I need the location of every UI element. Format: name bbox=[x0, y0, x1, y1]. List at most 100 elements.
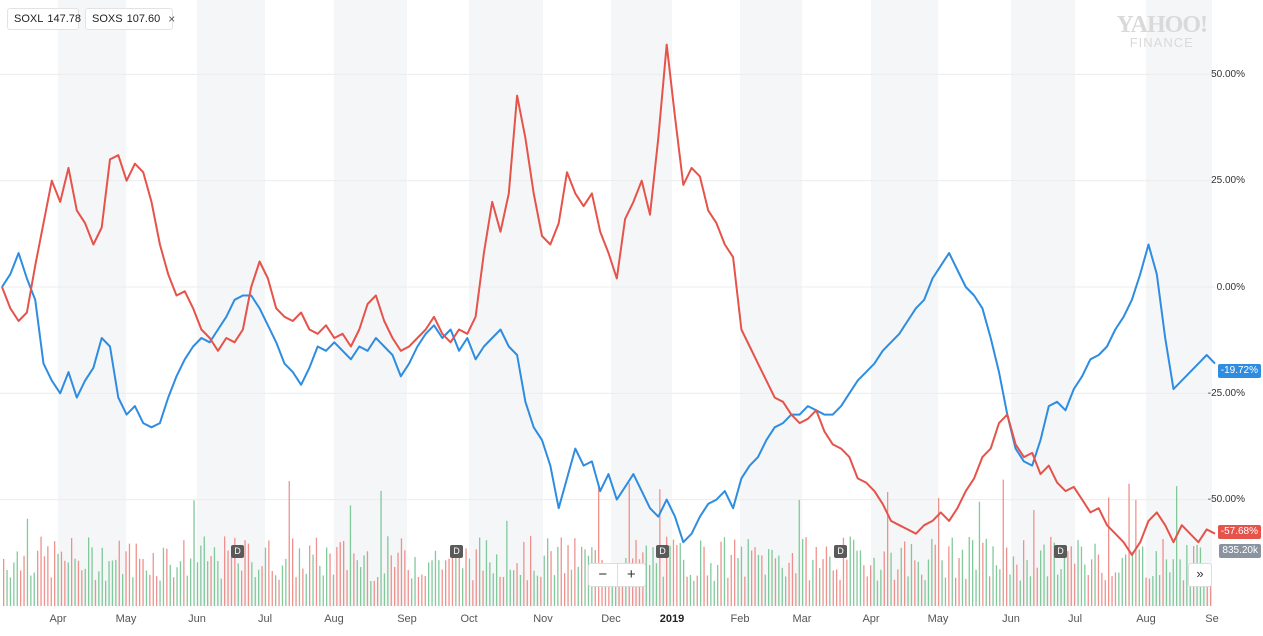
volume-bar bbox=[693, 580, 695, 606]
month-band bbox=[740, 0, 802, 606]
volume-bar bbox=[339, 542, 341, 606]
volume-bar bbox=[931, 538, 933, 606]
volume-bar bbox=[173, 577, 175, 606]
volume-bar bbox=[856, 550, 858, 606]
volume-bar bbox=[1009, 574, 1011, 606]
volume-bar bbox=[234, 537, 236, 606]
volume-bar bbox=[462, 568, 464, 606]
dividend-marker[interactable]: D bbox=[1054, 545, 1067, 558]
volume-bar bbox=[730, 554, 732, 606]
volume-bar bbox=[890, 552, 892, 606]
dividend-marker[interactable]: D bbox=[656, 545, 669, 558]
volume-bar bbox=[815, 546, 817, 606]
volume-bar bbox=[1050, 536, 1052, 606]
volume-bar bbox=[390, 555, 392, 606]
volume-bar bbox=[761, 555, 763, 606]
zoom-in-button[interactable]: + bbox=[626, 566, 636, 583]
x-tick-label: Jun bbox=[1002, 613, 1020, 625]
volume-bar bbox=[94, 579, 97, 606]
volume-bar bbox=[264, 547, 267, 606]
volume-bar bbox=[608, 570, 610, 606]
volume-bar bbox=[955, 577, 957, 606]
volume-bar bbox=[285, 558, 287, 606]
volume-bar bbox=[88, 537, 90, 606]
volume-bar bbox=[288, 481, 290, 606]
volume-last-value-tag: 835.20k bbox=[1219, 544, 1261, 558]
volume-bar bbox=[938, 498, 940, 606]
volume-bar bbox=[207, 561, 209, 606]
month-band bbox=[197, 0, 265, 606]
legend-soxl[interactable]: SOXL 147.78 bbox=[7, 8, 81, 30]
volume-bar bbox=[696, 575, 698, 606]
volume-bar bbox=[723, 537, 726, 606]
volume-bar bbox=[98, 571, 100, 606]
volume-bar bbox=[237, 563, 239, 606]
volume-bar bbox=[621, 576, 624, 606]
volume-bar bbox=[1169, 572, 1171, 606]
dividend-marker[interactable]: D bbox=[450, 545, 463, 558]
volume-bar bbox=[1155, 551, 1157, 606]
volume-bar bbox=[564, 573, 566, 606]
volume-bar bbox=[863, 565, 865, 606]
volume-bar bbox=[292, 538, 294, 606]
volume-bar bbox=[1094, 543, 1096, 606]
legend-soxs-value: 107.60 bbox=[126, 13, 161, 25]
zoom-out-button[interactable]: − bbox=[589, 564, 618, 586]
volume-bar bbox=[475, 549, 477, 606]
volume-bar bbox=[132, 577, 134, 606]
volume-bar bbox=[992, 546, 994, 606]
volume-bar bbox=[934, 544, 936, 606]
legend-soxs[interactable]: SOXS 107.60 × bbox=[85, 8, 176, 30]
volume-bar bbox=[812, 559, 814, 606]
volume-bar bbox=[1111, 576, 1113, 606]
expand-button[interactable]: » bbox=[1188, 563, 1212, 587]
volume-bar bbox=[530, 536, 532, 606]
volume-bar bbox=[356, 560, 358, 606]
volume-bar bbox=[1091, 559, 1093, 606]
volume-bar bbox=[33, 572, 35, 606]
volume-bar bbox=[876, 580, 879, 606]
volume-bar bbox=[982, 542, 984, 606]
volume-bar bbox=[866, 576, 868, 606]
volume-bar bbox=[618, 573, 620, 606]
volume-bar bbox=[751, 550, 753, 606]
volume-bar bbox=[431, 560, 433, 606]
volume-bar bbox=[1046, 576, 1049, 606]
volume-bar bbox=[139, 558, 141, 606]
volume-bar bbox=[186, 575, 188, 606]
volume-bar bbox=[108, 561, 110, 606]
volume-bar bbox=[1114, 572, 1117, 606]
volume-bar bbox=[999, 569, 1001, 606]
y-tick-label: 0.00% bbox=[1216, 282, 1245, 293]
volume-bar bbox=[1203, 580, 1205, 606]
volume-bar bbox=[230, 557, 233, 606]
volume-bar bbox=[757, 554, 760, 606]
volume-bar bbox=[492, 573, 494, 606]
volume-bar bbox=[23, 555, 25, 606]
volume-bar bbox=[30, 575, 32, 606]
volume-bar bbox=[472, 580, 474, 606]
volume-bar bbox=[880, 569, 882, 606]
volume-bar bbox=[1060, 569, 1062, 606]
volume-bar bbox=[808, 580, 811, 606]
dividend-marker[interactable]: D bbox=[231, 545, 244, 558]
volume-bar bbox=[394, 567, 396, 606]
volume-bar bbox=[706, 575, 709, 606]
volume-bar bbox=[220, 578, 222, 606]
y-tick-label: 50.00% bbox=[1211, 69, 1245, 80]
volume-bar bbox=[1148, 578, 1151, 606]
volume-bar bbox=[910, 543, 913, 606]
volume-bar bbox=[499, 576, 501, 606]
volume-bar bbox=[1162, 539, 1164, 606]
volume-bar bbox=[764, 574, 766, 606]
volume-bar bbox=[224, 536, 226, 606]
volume-bar bbox=[16, 551, 18, 606]
volume-bar bbox=[533, 570, 535, 606]
close-icon[interactable]: × bbox=[168, 12, 176, 26]
volume-bar bbox=[509, 569, 511, 606]
x-tick-label: Apr bbox=[862, 613, 880, 625]
volume-bar bbox=[353, 553, 355, 606]
volume-bar bbox=[628, 483, 630, 606]
dividend-marker[interactable]: D bbox=[834, 545, 847, 558]
x-tick-label: May bbox=[927, 613, 949, 625]
